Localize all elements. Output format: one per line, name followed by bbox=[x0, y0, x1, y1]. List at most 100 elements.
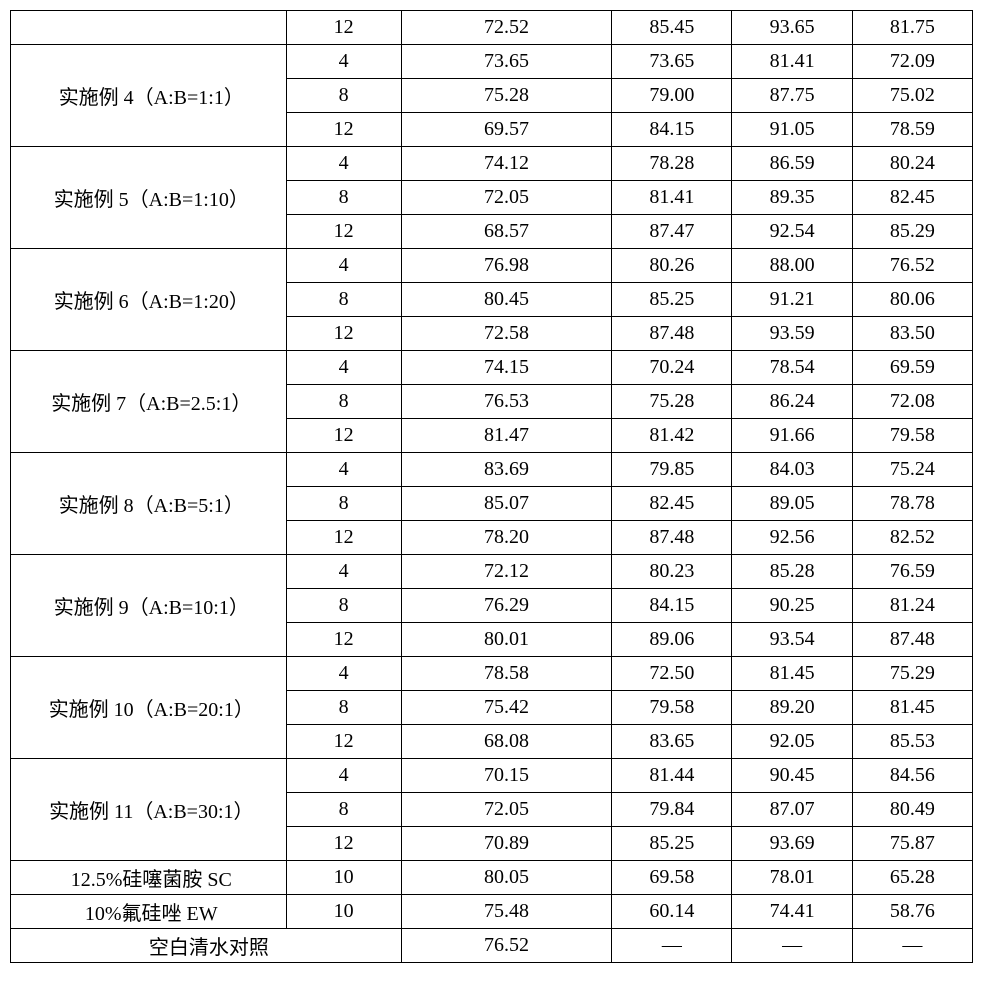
value-cell: 75.28 bbox=[612, 385, 732, 419]
value-cell: 84.15 bbox=[612, 113, 732, 147]
value-cell: 87.48 bbox=[852, 623, 972, 657]
value-cell: 85.25 bbox=[612, 283, 732, 317]
value-cell: 74.41 bbox=[732, 895, 852, 929]
group-label: 实施例 11（A:B=30:1） bbox=[11, 759, 287, 861]
value-cell: 68.08 bbox=[401, 725, 611, 759]
value-cell: 83.69 bbox=[401, 453, 611, 487]
value-cell: 89.05 bbox=[732, 487, 852, 521]
table-row: 实施例 6（A:B=1:20）476.9880.2688.0076.52 bbox=[11, 249, 973, 283]
value-cell: 70.89 bbox=[401, 827, 611, 861]
group-label bbox=[11, 11, 287, 45]
value-cell: 87.75 bbox=[732, 79, 852, 113]
value-cell: 83.65 bbox=[612, 725, 732, 759]
value-cell: 79.84 bbox=[612, 793, 732, 827]
table-row: 空白清水对照76.52——— bbox=[11, 929, 973, 963]
value-cell: 82.45 bbox=[612, 487, 732, 521]
value-cell: 91.21 bbox=[732, 283, 852, 317]
value-cell: 58.76 bbox=[852, 895, 972, 929]
value-cell: 90.25 bbox=[732, 589, 852, 623]
value-cell: — bbox=[852, 929, 972, 963]
group-label: 实施例 8（A:B=5:1） bbox=[11, 453, 287, 555]
value-cell: 85.28 bbox=[732, 555, 852, 589]
value-cell: 87.48 bbox=[612, 317, 732, 351]
table-row: 实施例 11（A:B=30:1）470.1581.4490.4584.56 bbox=[11, 759, 973, 793]
value-cell: 72.08 bbox=[852, 385, 972, 419]
value-cell: 79.00 bbox=[612, 79, 732, 113]
value-cell: 4 bbox=[286, 759, 401, 793]
value-cell: 69.59 bbox=[852, 351, 972, 385]
value-cell: 69.58 bbox=[612, 861, 732, 895]
value-cell: 85.45 bbox=[612, 11, 732, 45]
value-cell: 4 bbox=[286, 453, 401, 487]
value-cell: — bbox=[732, 929, 852, 963]
table-row: 实施例 8（A:B=5:1）483.6979.8584.0375.24 bbox=[11, 453, 973, 487]
value-cell: 80.05 bbox=[401, 861, 611, 895]
value-cell: 85.53 bbox=[852, 725, 972, 759]
value-cell: 87.48 bbox=[612, 521, 732, 555]
table-row: 12.5%硅噻菌胺 SC1080.0569.5878.0165.28 bbox=[11, 861, 973, 895]
value-cell: 93.69 bbox=[732, 827, 852, 861]
value-cell: — bbox=[612, 929, 732, 963]
value-cell: 92.05 bbox=[732, 725, 852, 759]
value-cell: 72.52 bbox=[401, 11, 611, 45]
value-cell: 80.01 bbox=[401, 623, 611, 657]
value-cell: 76.52 bbox=[852, 249, 972, 283]
value-cell: 10 bbox=[286, 895, 401, 929]
group-label: 实施例 4（A:B=1:1） bbox=[11, 45, 287, 147]
value-cell: 91.66 bbox=[732, 419, 852, 453]
value-cell: 72.50 bbox=[612, 657, 732, 691]
value-cell: 75.48 bbox=[401, 895, 611, 929]
value-cell: 78.20 bbox=[401, 521, 611, 555]
value-cell: 69.57 bbox=[401, 113, 611, 147]
value-cell: 4 bbox=[286, 45, 401, 79]
value-cell: 12 bbox=[286, 11, 401, 45]
value-cell: 12 bbox=[286, 827, 401, 861]
value-cell: 81.44 bbox=[612, 759, 732, 793]
value-cell: 81.45 bbox=[732, 657, 852, 691]
value-cell: 74.15 bbox=[401, 351, 611, 385]
value-cell: 90.45 bbox=[732, 759, 852, 793]
value-cell: 72.05 bbox=[401, 181, 611, 215]
value-cell: 79.85 bbox=[612, 453, 732, 487]
value-cell: 81.45 bbox=[852, 691, 972, 725]
value-cell: 75.29 bbox=[852, 657, 972, 691]
value-cell: 79.58 bbox=[852, 419, 972, 453]
value-cell: 12 bbox=[286, 215, 401, 249]
group-label: 实施例 7（A:B=2.5:1） bbox=[11, 351, 287, 453]
value-cell: 70.24 bbox=[612, 351, 732, 385]
value-cell: 82.45 bbox=[852, 181, 972, 215]
value-cell: 8 bbox=[286, 487, 401, 521]
table-row: 实施例 7（A:B=2.5:1）474.1570.2478.5469.59 bbox=[11, 351, 973, 385]
value-cell: 87.07 bbox=[732, 793, 852, 827]
value-cell: 76.29 bbox=[401, 589, 611, 623]
value-cell: 89.20 bbox=[732, 691, 852, 725]
value-cell: 8 bbox=[286, 79, 401, 113]
value-cell: 78.59 bbox=[852, 113, 972, 147]
value-cell: 87.47 bbox=[612, 215, 732, 249]
value-cell: 8 bbox=[286, 181, 401, 215]
value-cell: 70.15 bbox=[401, 759, 611, 793]
value-cell: 78.54 bbox=[732, 351, 852, 385]
value-cell: 4 bbox=[286, 657, 401, 691]
value-cell: 80.23 bbox=[612, 555, 732, 589]
value-cell: 92.54 bbox=[732, 215, 852, 249]
value-cell: 76.52 bbox=[401, 929, 611, 963]
group-label: 实施例 10（A:B=20:1） bbox=[11, 657, 287, 759]
group-label: 实施例 9（A:B=10:1） bbox=[11, 555, 287, 657]
value-cell: 72.12 bbox=[401, 555, 611, 589]
value-cell: 75.87 bbox=[852, 827, 972, 861]
value-cell: 88.00 bbox=[732, 249, 852, 283]
value-cell: 86.59 bbox=[732, 147, 852, 181]
value-cell: 75.42 bbox=[401, 691, 611, 725]
value-cell: 72.05 bbox=[401, 793, 611, 827]
value-cell: 8 bbox=[286, 385, 401, 419]
value-cell: 80.06 bbox=[852, 283, 972, 317]
table-row: 实施例 9（A:B=10:1）472.1280.2385.2876.59 bbox=[11, 555, 973, 589]
group-label: 实施例 5（A:B=1:10） bbox=[11, 147, 287, 249]
value-cell: 93.54 bbox=[732, 623, 852, 657]
value-cell: 76.98 bbox=[401, 249, 611, 283]
value-cell: 78.01 bbox=[732, 861, 852, 895]
value-cell: 72.58 bbox=[401, 317, 611, 351]
value-cell: 76.59 bbox=[852, 555, 972, 589]
group-label: 实施例 6（A:B=1:20） bbox=[11, 249, 287, 351]
